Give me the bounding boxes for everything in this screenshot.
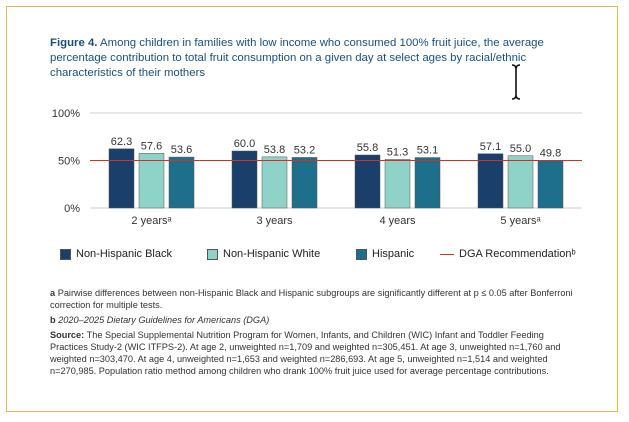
x-tick-label: 3 years [256, 215, 293, 227]
bar-value-label: 55.0 [510, 143, 531, 155]
bar-value-label: 49.8 [540, 148, 561, 160]
bar [108, 148, 135, 209]
bar-value-label: 57.6 [141, 140, 162, 152]
legend-label-nh-black: Non-Hispanic Black [76, 248, 172, 260]
bar [414, 157, 441, 209]
bar-value-label: 53.2 [294, 144, 315, 156]
source-label: Source: [50, 330, 85, 340]
legend-label-dga: DGA Recommendationᵇ [459, 248, 576, 260]
legend-item-nh-white: Non-Hispanic White [207, 248, 320, 260]
legend-item-hispanic: Hispanic [356, 248, 414, 260]
figure-label: Figure 4. [50, 37, 98, 49]
bar [537, 160, 564, 209]
bar [231, 150, 258, 209]
y-tick-label: 50% [58, 156, 80, 168]
bar [261, 156, 288, 209]
legend-line-dga [440, 253, 454, 255]
x-tick-label: 2 yearsᵃ [131, 215, 172, 227]
bar-value-label: 60.0 [234, 138, 255, 150]
bar [507, 155, 534, 209]
footnote-b: b 2020–2025 Dietary Guidelines for Ameri… [50, 314, 580, 326]
legend-label-hispanic: Hispanic [372, 248, 415, 260]
legend-item-dga: DGA Recommendationᵇ [440, 248, 576, 260]
footnote-a-text: Pairwise differences between non-Hispani… [50, 288, 573, 310]
figure-title: Figure 4. Among children in families wit… [50, 36, 590, 81]
footnote-a-mark: a [50, 288, 56, 298]
chart-bars [108, 148, 564, 209]
bar-value-label: 62.3 [111, 136, 132, 148]
bar-value-label: 53.6 [171, 144, 192, 156]
figure-caption: Among children in families with low inco… [50, 37, 544, 79]
x-tick-label: 4 years [379, 215, 416, 227]
bar [168, 156, 195, 209]
source-text: The Special Supplemental Nutrition Progr… [50, 330, 561, 376]
text-cursor-icon [511, 64, 521, 100]
bar-value-label: 51.3 [387, 146, 408, 158]
legend-swatch-nh-black [60, 248, 71, 260]
y-tick-label: 100% [52, 108, 80, 120]
footnote-b-text: 2020–2025 Dietary Guidelines for America… [58, 315, 270, 325]
bar-value-label: 57.1 [480, 141, 501, 153]
legend-swatch-hispanic [356, 248, 367, 260]
bar [354, 154, 381, 209]
legend-label-nh-white: Non-Hispanic White [223, 248, 321, 260]
source-note: Source: The Special Supplemental Nutriti… [50, 329, 580, 377]
legend-item-nh-black: Non-Hispanic Black [60, 248, 172, 260]
footnote-a: a Pairwise differences between non-Hispa… [50, 287, 580, 311]
legend-swatch-nh-white [207, 248, 218, 260]
bar-value-label: 53.8 [264, 144, 285, 156]
figure-notes: a Pairwise differences between non-Hispa… [50, 287, 580, 380]
bar [138, 153, 165, 209]
chart-y-labels: 100% 50% 0% [52, 108, 80, 215]
bar [384, 159, 411, 209]
footnote-b-mark: b [50, 315, 56, 325]
bar-value-label: 53.1 [417, 145, 438, 157]
chart-x-labels: 2 yearsᵃ 3 years 4 years 5 yearsᵃ [131, 215, 541, 227]
bar-value-label: 55.8 [357, 142, 378, 154]
chart-legend: Non-Hispanic Black Non-Hispanic White Hi… [60, 248, 600, 264]
chart-value-labels: 62.3 57.6 53.6 60.0 53.8 53.2 55.8 51.3 53.1 57.1… [111, 136, 561, 160]
y-tick-label: 0% [64, 203, 80, 215]
bar [477, 153, 504, 209]
bar [291, 157, 318, 209]
x-tick-label: 5 yearsᵃ [500, 215, 541, 227]
